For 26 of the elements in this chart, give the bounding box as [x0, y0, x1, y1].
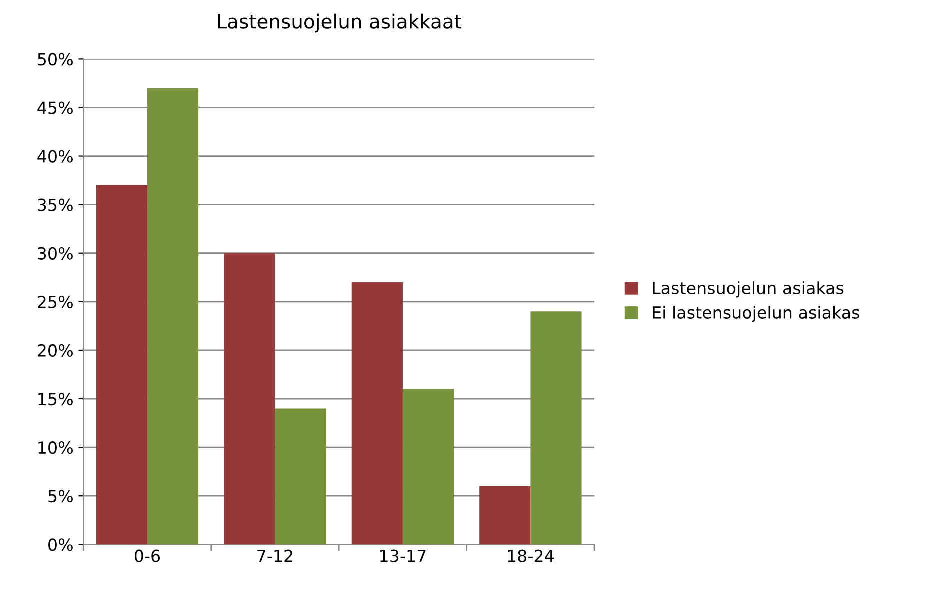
- y-tick-label: 40%: [38, 150, 73, 163]
- bar: [147, 88, 199, 545]
- bar: [480, 486, 531, 545]
- bar: [224, 253, 276, 545]
- chart-title: Lastensuojelun asiakkaat: [218, 14, 462, 33]
- legend-label: Ei lastensuojelun asiakas: [653, 306, 860, 322]
- y-tick-label: 15%: [38, 392, 73, 406]
- y-tick-label: 5%: [48, 490, 73, 503]
- bar: [402, 389, 454, 545]
- legend-label: Lastensuojelun asiakas: [653, 282, 844, 298]
- y-tick-label: 20%: [38, 344, 73, 358]
- x-tick-label: 0-6: [134, 550, 160, 562]
- y-tick-label: 45%: [38, 102, 73, 114]
- bar: [530, 312, 582, 545]
- y-tick-label: 35%: [38, 198, 73, 212]
- y-tick-label: 10%: [38, 442, 73, 454]
- y-tick-label: 50%: [38, 53, 73, 66]
- y-tick-label: 30%: [38, 247, 73, 260]
- x-tick-label: 18-24: [508, 550, 554, 562]
- bar: [275, 408, 326, 545]
- y-tick-label: 0%: [48, 538, 73, 552]
- bar: [96, 185, 148, 545]
- y-tick-label: 25%: [38, 296, 73, 308]
- x-tick-label: 7-12: [258, 550, 292, 562]
- x-tick-label: 13-17: [380, 550, 426, 562]
- bar: [352, 282, 403, 545]
